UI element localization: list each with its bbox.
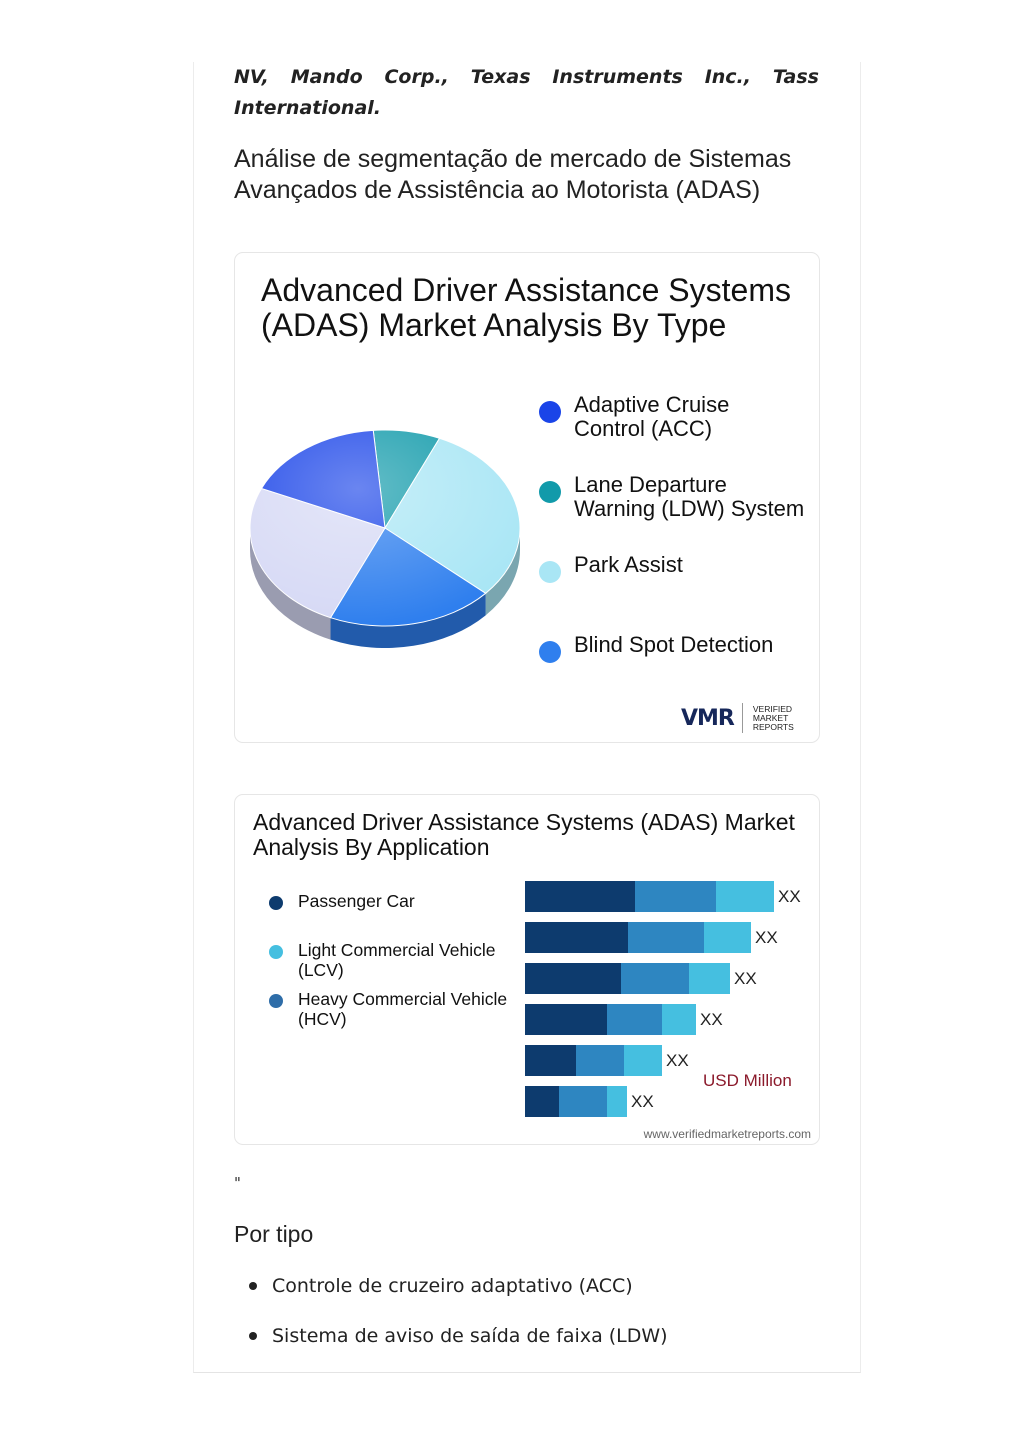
type-legend-label: Blind Spot Detection — [574, 632, 774, 657]
type-legend-item: Blind Spot Detection — [539, 633, 819, 663]
bullet-icon — [249, 1332, 257, 1340]
bar-data-label: XX — [734, 969, 757, 988]
legend-dot-icon — [539, 561, 561, 583]
pie-slice-side — [250, 528, 331, 640]
bullet-icon — [249, 1282, 257, 1290]
list-item-label: Controle de cruzeiro adaptativo (ACC) — [272, 1275, 633, 1297]
legend-dot-icon — [269, 994, 283, 1008]
type-legend-item: Adaptive Cruise Control (ACC) — [539, 393, 819, 441]
bar-segment — [716, 881, 774, 912]
bar-segment — [704, 922, 751, 953]
section-heading: Análise de segmentação de mercado de Sis… — [234, 145, 792, 204]
vmr-logo: VMR VERIFIED MARKET REPORTS — [681, 703, 794, 733]
type-legend-label: Park Assist — [574, 552, 683, 577]
list-item: Controle de cruzeiro adaptativo (ACC) — [249, 1270, 668, 1320]
bar-segment — [607, 1004, 662, 1035]
legend-dot-icon — [269, 896, 283, 910]
legend-dot-icon — [539, 401, 561, 423]
bar-segment — [525, 881, 635, 912]
unit-label: USD Million — [703, 1071, 792, 1090]
bar-segment — [576, 1045, 624, 1076]
vmr-logo-mark: VMR — [681, 705, 735, 731]
vmr-logo-text: VERIFIED MARKET REPORTS — [752, 703, 794, 732]
bar-segment — [607, 1086, 627, 1117]
bar-segment — [525, 1045, 576, 1076]
source-url: www.verifiedmarketreports.com — [643, 1127, 811, 1141]
application-legend-item: Passenger Car — [269, 891, 519, 911]
type-analysis-figure: Advanced Driver Assistance Systems (ADAS… — [234, 252, 820, 743]
list-item-label: Sistema de aviso de saída de faixa (LDW) — [272, 1325, 668, 1347]
legend-dot-icon — [539, 481, 561, 503]
application-legend-item: Heavy Commercial Vehicle (HCV) — [269, 989, 519, 1029]
stray-quote-mark: " — [234, 1174, 241, 1192]
bar-data-label: XX — [666, 1051, 689, 1070]
application-legend-label: Light Commercial Vehicle (LCV) — [298, 940, 496, 980]
bar-data-label: XX — [778, 887, 801, 906]
application-legend-label: Heavy Commercial Vehicle (HCV) — [298, 989, 508, 1029]
intro-paragraph: NV, Mando Corp., Texas Instruments Inc.,… — [234, 66, 819, 119]
bar-data-label: XX — [755, 928, 778, 947]
bar-segment — [662, 1004, 696, 1035]
type-legend-item: Park Assist — [539, 553, 819, 583]
type-legend-label: Lane Departure Warning (LDW) System — [574, 472, 805, 521]
application-figure-title: Advanced Driver Assistance Systems (ADAS… — [253, 809, 795, 860]
bar-segment — [525, 922, 628, 953]
bar-data-label: XX — [631, 1092, 654, 1111]
bar-segment — [621, 963, 689, 994]
bar-segment — [635, 881, 716, 912]
stacked-bar-chart: XX XX XX XX XX XX — [525, 881, 801, 1117]
pie-chart: Lane Departure Warning (LDW) SystemPark … — [249, 429, 521, 648]
bar-segment — [525, 963, 621, 994]
application-legend-item: Light Commercial Vehicle (LCV) — [269, 940, 519, 980]
bar-data-label: XX — [700, 1010, 723, 1029]
pie-gloss — [250, 430, 520, 626]
bar-segment — [624, 1045, 662, 1076]
bar-segment — [525, 1004, 607, 1035]
by-type-heading: Por tipo — [234, 1221, 314, 1247]
type-legend-item: Lane Departure Warning (LDW) System — [539, 473, 819, 521]
pie-slice-side — [330, 593, 486, 648]
bar-segment — [689, 963, 730, 994]
legend-dot-icon — [269, 945, 283, 959]
bar-segment — [628, 922, 704, 953]
bar-segment — [559, 1086, 607, 1117]
type-legend-label: Adaptive Cruise Control (ACC) — [574, 392, 730, 441]
pie-slice-side — [485, 528, 520, 616]
application-legend-label: Passenger Car — [298, 891, 415, 911]
application-analysis-figure: Advanced Driver Assistance Systems (ADAS… — [234, 794, 820, 1145]
bar-segment — [525, 1086, 559, 1117]
legend-dot-icon — [539, 641, 561, 663]
type-figure-title: Advanced Driver Assistance Systems (ADAS… — [261, 272, 791, 343]
by-type-list: Controle de cruzeiro adaptativo (ACC) Sis… — [249, 1270, 668, 1370]
list-item: Sistema de aviso de saída de faixa (LDW) — [249, 1320, 668, 1370]
